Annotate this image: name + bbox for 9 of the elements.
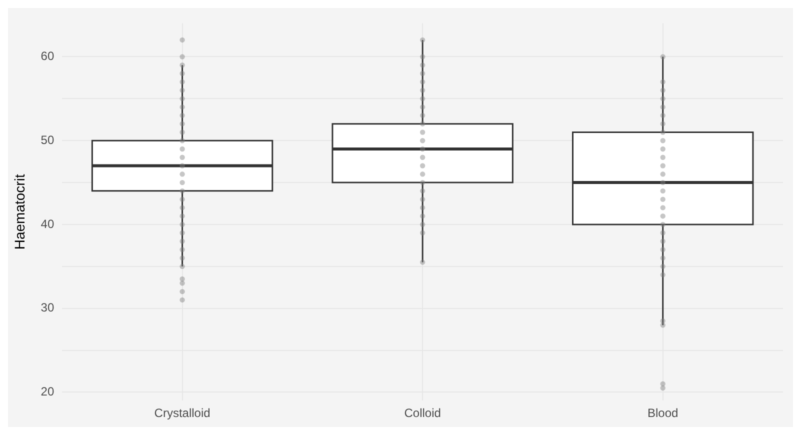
x-tick-label: Blood xyxy=(648,406,678,420)
y-tick-label: 40 xyxy=(40,216,54,231)
y-axis-title: Haematocrit xyxy=(11,174,28,250)
y-tick-label: 50 xyxy=(40,132,54,147)
x-tick-label: Colloid xyxy=(404,406,441,420)
y-tick-label: 30 xyxy=(40,300,54,315)
y-tick-label: 60 xyxy=(40,49,54,64)
y-tick-label: 20 xyxy=(40,384,54,399)
x-tick-label: Crystalloid xyxy=(154,406,210,420)
